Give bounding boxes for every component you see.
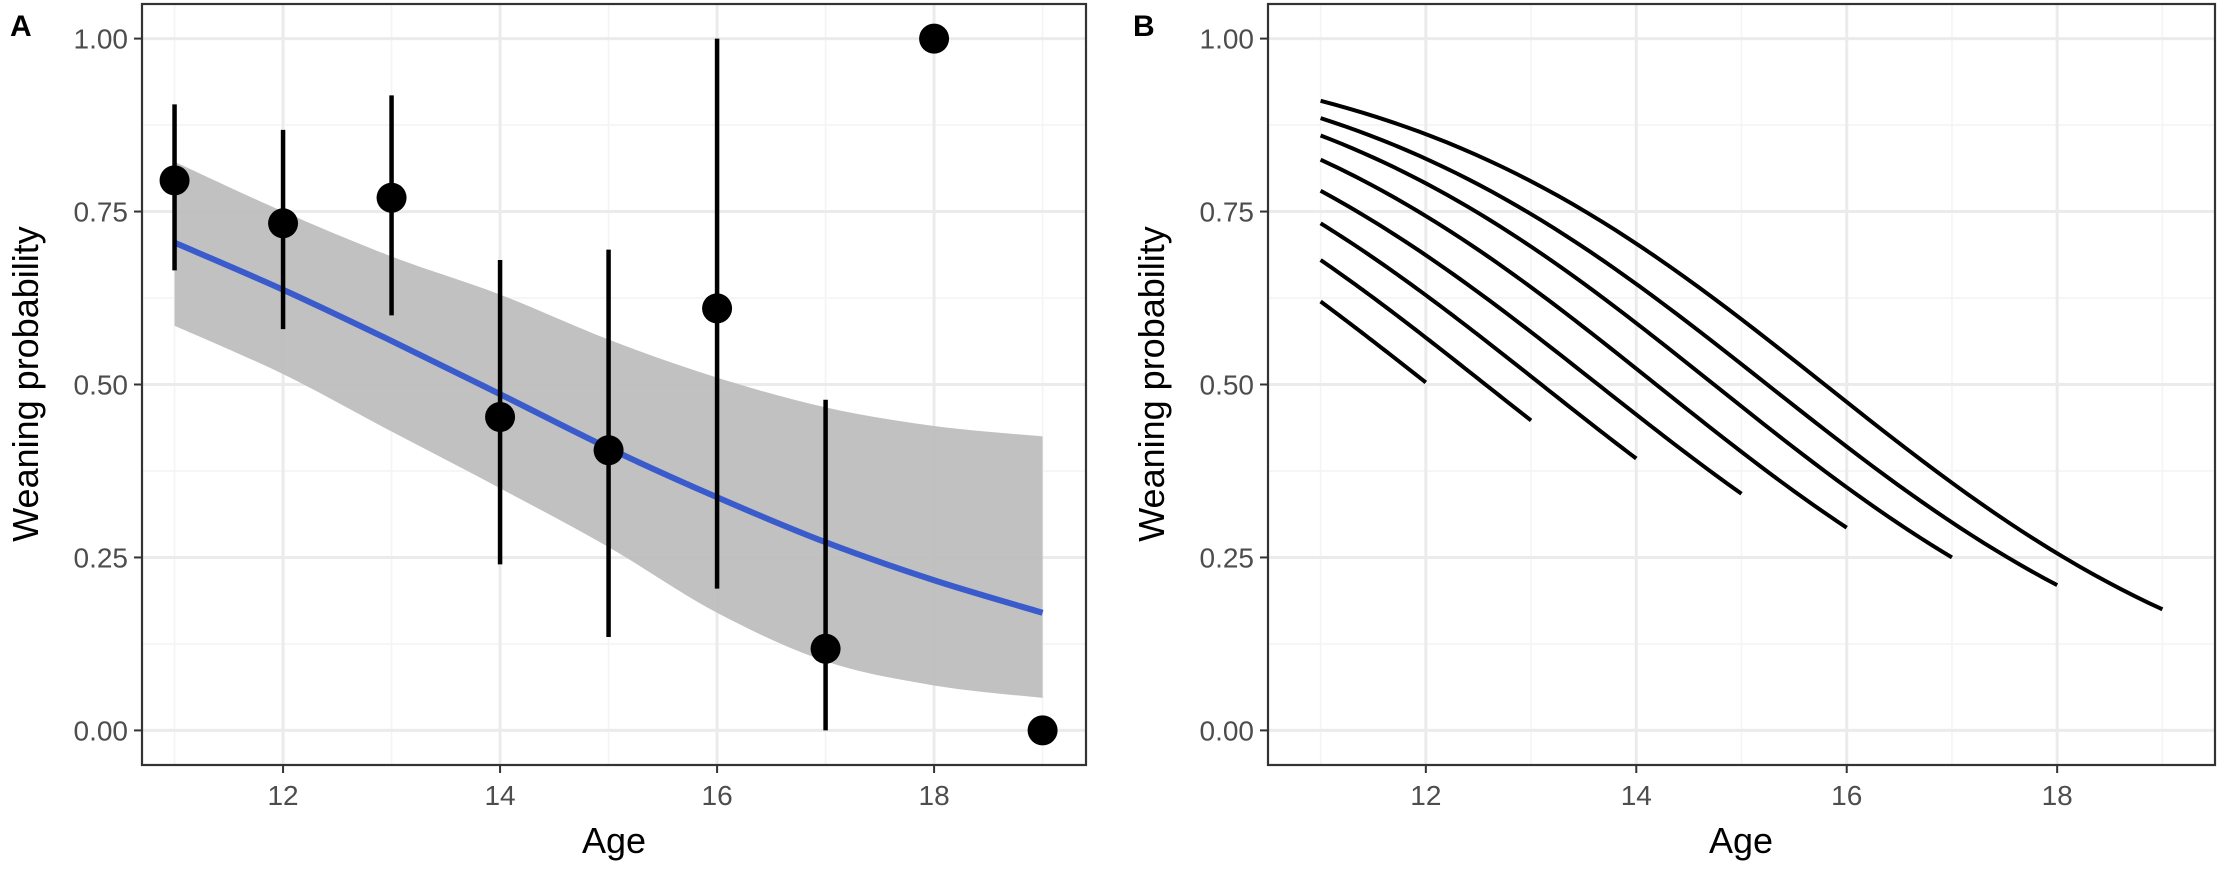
series-line-curve-7	[1319, 116, 2059, 587]
data-point	[485, 402, 516, 433]
series-line-curve-5	[1319, 157, 1848, 530]
series-line-curve-3	[1319, 221, 1638, 461]
panel-b-y-tick-label: 0.75	[1200, 197, 1255, 228]
panel-b-ticks: 12 14 16 18 0.00 0.25 0.50 0.75 1.00	[1200, 24, 2073, 811]
panel-b: 12 14 16 18 0.00 0.25 0.50 0.75 1.00 B Age Weani…	[1131, 2, 2217, 861]
panel-a-x-tick-label: 18	[919, 780, 950, 811]
series-line-curve-4	[1319, 189, 1743, 496]
data-point	[593, 435, 624, 466]
panel-a-xlabel: Age	[582, 820, 646, 861]
panel-b-y-tick-label: 0.50	[1200, 370, 1255, 401]
series-line-curve-1	[1319, 299, 1428, 384]
series-line-curve-8	[1320, 98, 2164, 612]
data-point	[810, 633, 841, 664]
panel-a-tag: A	[10, 10, 32, 43]
panel-a-y-tick-label: 1.00	[74, 24, 129, 55]
data-point	[1027, 715, 1058, 746]
panel-a: 12 14 16 18 0.00 0.25 0.50 0.75 1.00 A Age Weani…	[5, 2, 1088, 861]
panel-a-y-tick-label: 0.75	[74, 197, 129, 228]
panel-a-x-tick-label: 12	[267, 780, 298, 811]
series-line-curve-2	[1319, 258, 1533, 423]
panel-a-x-tick-label: 16	[702, 780, 733, 811]
panel-b-tag: B	[1133, 10, 1155, 43]
panel-a-y-tick-label: 0.50	[74, 370, 129, 401]
data-point	[159, 165, 190, 196]
panel-b-grid	[1268, 4, 2215, 765]
panel-b-x-tick-label: 18	[2042, 780, 2073, 811]
panel-b-y-tick-label: 1.00	[1200, 24, 1255, 55]
data-point	[376, 182, 407, 213]
data-point	[268, 208, 299, 239]
panel-a-points	[159, 23, 1058, 746]
data-point	[919, 23, 950, 54]
panel-b-x-tick-label: 12	[1410, 780, 1441, 811]
panel-b-y-tick-label: 0.25	[1200, 542, 1255, 573]
panel-b-x-tick-label: 14	[1621, 780, 1652, 811]
panel-b-lines	[1319, 98, 2164, 612]
data-point	[702, 293, 733, 324]
panel-b-xlabel: Age	[1709, 820, 1773, 861]
panel-a-ylabel: Weaning probability	[5, 226, 46, 542]
panel-a-y-tick-label: 0.25	[74, 542, 129, 573]
series-line-curve-6	[1319, 133, 1953, 560]
panel-a-ticks: 12 14 16 18 0.00 0.25 0.50 0.75 1.00	[74, 24, 950, 811]
panel-b-y-tick-label: 0.00	[1200, 715, 1255, 746]
panel-a-y-tick-label: 0.00	[74, 715, 129, 746]
panel-b-x-tick-label: 16	[1831, 780, 1862, 811]
panel-b-ylabel: Weaning probability	[1131, 226, 1172, 542]
panel-a-x-tick-label: 14	[484, 780, 515, 811]
